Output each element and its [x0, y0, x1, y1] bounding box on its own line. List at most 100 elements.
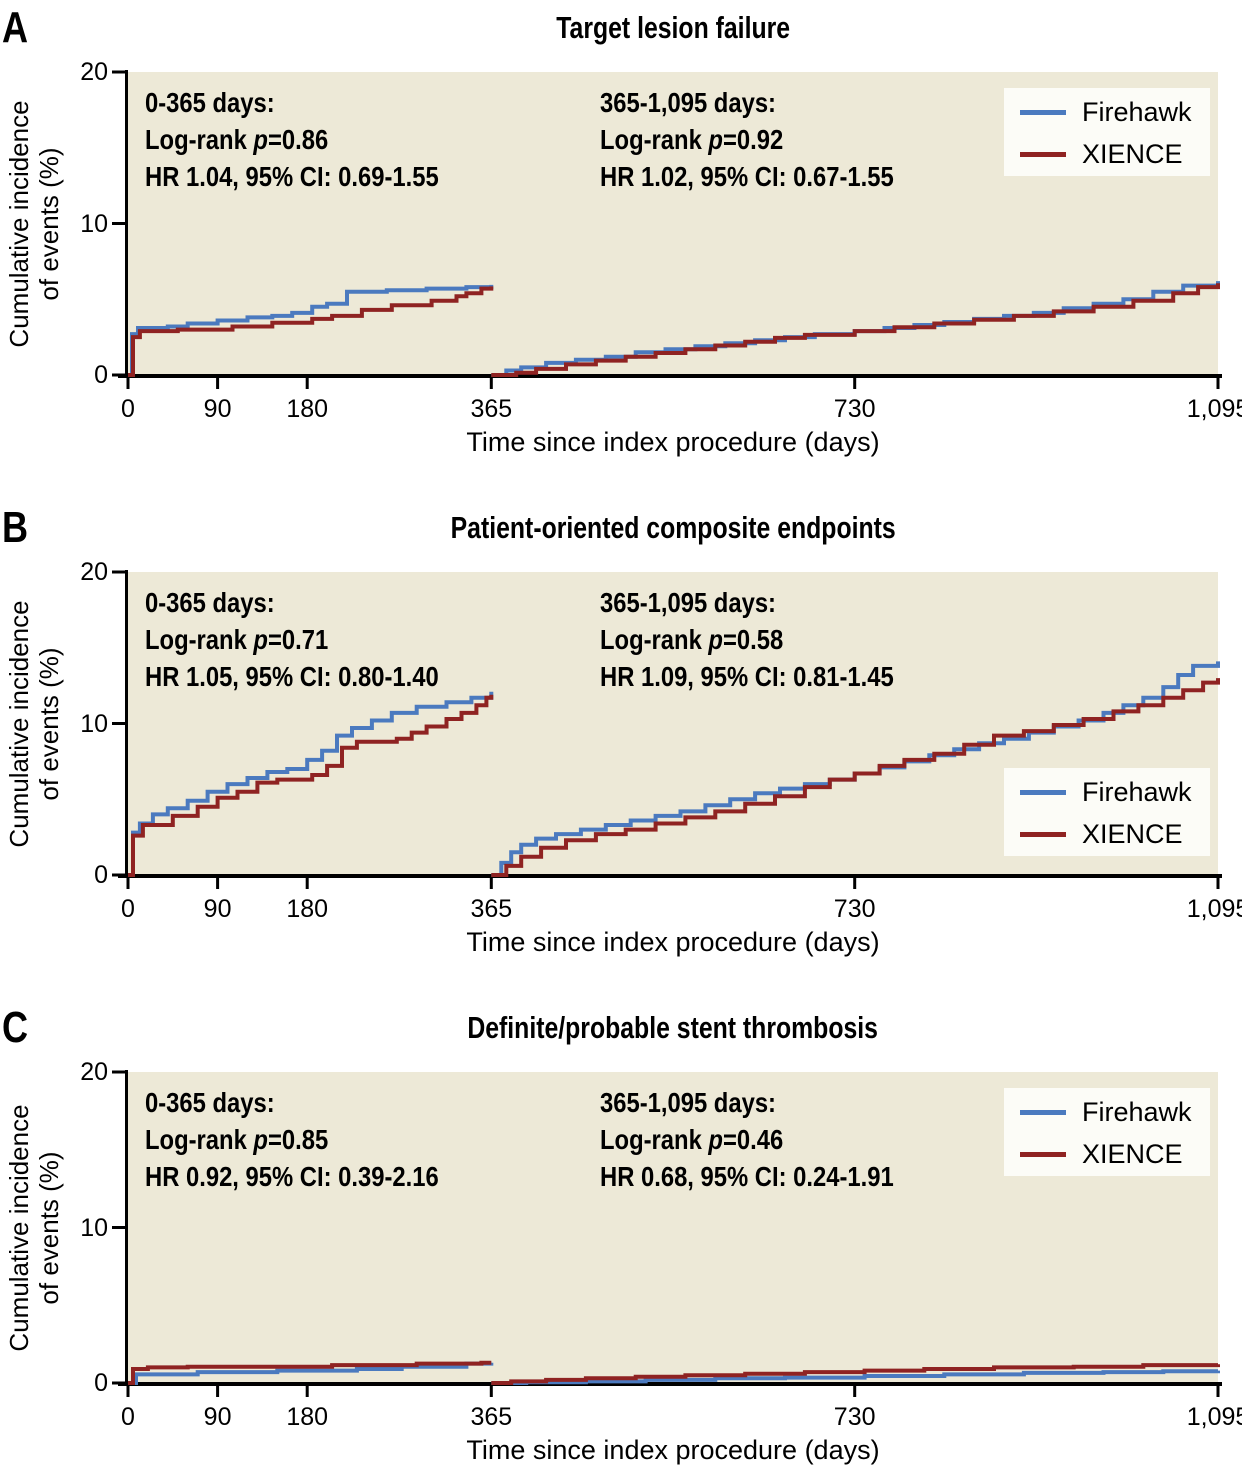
x-tick-label-365: 365	[470, 1403, 513, 1431]
stats-block-early: 0-365 days: Log-rank p=0.86 HR 1.04, 95% C…	[145, 84, 491, 195]
stats-hr-line: HR 0.68, 95% CI: 0.24-1.91	[600, 1161, 894, 1192]
legend-label-xience: XIENCE	[1082, 139, 1183, 169]
x-tick-label-730: 730	[833, 395, 876, 423]
logrank-prefix: Log-rank	[145, 1124, 254, 1155]
stats-block-late: 365-1,095 days: Log-rank p=0.46 HR 0.68, 9…	[600, 1084, 946, 1195]
x-tick-mark	[216, 1386, 220, 1397]
panel-c: C Definite/probable stent thrombosis Cumul…	[0, 1000, 1242, 1468]
legend-line-firehawk	[1020, 790, 1066, 795]
y-axis-line	[125, 1070, 128, 1383]
curve-xience-segment2	[491, 1363, 1220, 1385]
x-tick-label-730: 730	[833, 1403, 876, 1431]
x-axis-title: Time since index procedure (days)	[466, 927, 880, 957]
logrank-prefix: Log-rank	[600, 624, 709, 655]
legend-label-firehawk: Firehawk	[1082, 777, 1192, 807]
p-symbol: p	[708, 1124, 723, 1155]
stats-range-label: 0-365 days:	[145, 1087, 275, 1118]
stats-hr-line: HR 1.05, 95% CI: 0.80-1.40	[145, 661, 439, 692]
x-tick-mark	[305, 1386, 309, 1397]
x-tick-mark	[489, 878, 493, 889]
x-tick-label-90: 90	[203, 895, 232, 923]
stats-range-label: 365-1,095 days:	[600, 87, 776, 118]
legend-item-firehawk: Firehawk	[1004, 92, 1210, 132]
x-tick-label-365: 365	[470, 395, 513, 423]
logrank-prefix: Log-rank	[600, 1124, 709, 1155]
stats-hr-line: HR 1.04, 95% CI: 0.69-1.55	[145, 161, 439, 192]
stats-hr-line: HR 0.92, 95% CI: 0.39-2.16	[145, 1161, 439, 1192]
logrank-prefix: Log-rank	[145, 624, 254, 655]
p-symbol: p	[708, 124, 723, 155]
x-tick-label-180: 180	[286, 895, 329, 923]
legend-item-xience: XIENCE	[1004, 134, 1210, 174]
x-tick-label-180: 180	[286, 1403, 329, 1431]
curve-xience-segment1	[128, 1360, 492, 1385]
y-tick-label-10: 10	[80, 1213, 108, 1242]
panel-c-title-text: Definite/probable stent thrombosis	[467, 1010, 879, 1045]
legend-label-firehawk: Firehawk	[1082, 97, 1192, 127]
x-tick-label-90: 90	[203, 1403, 232, 1431]
x-tick-label-1095: 1,095	[1186, 1403, 1242, 1431]
p-value: =0.86	[267, 124, 329, 155]
panel-b: B Patient-oriented composite endpoints Cum…	[0, 500, 1242, 1000]
x-tick-label-1095: 1,095	[1186, 895, 1242, 923]
x-tick-label-0: 0	[121, 1403, 135, 1431]
legend-c: Firehawk XIENCE	[1004, 1088, 1210, 1176]
legend-line-firehawk	[1020, 1110, 1066, 1115]
y-tick-mark	[112, 570, 125, 574]
logrank-prefix: Log-rank	[600, 124, 709, 155]
y-tick-mark	[112, 222, 125, 225]
y-tick-label-20: 20	[80, 58, 108, 86]
stats-logrank-line: Log-rank p=0.71	[145, 621, 439, 658]
y-tick-mark	[112, 70, 125, 74]
p-value: =0.46	[722, 1124, 784, 1155]
stats-range-label: 0-365 days:	[145, 87, 275, 118]
legend-a: Firehawk XIENCE	[1004, 88, 1210, 176]
stats-range-label: 365-1,095 days:	[600, 587, 776, 618]
x-tick-mark	[489, 378, 493, 389]
x-tick-mark	[1216, 878, 1220, 889]
panel-a: A Target lesion failure Cumulative inciden…	[0, 0, 1242, 500]
panel-b-title-text: Patient-oriented composite endpoints	[450, 510, 896, 545]
x-axis-title: Time since index procedure (days)	[466, 1435, 880, 1465]
panel-c-title: Definite/probable stent thrombosis	[128, 1010, 1218, 1046]
x-tick-label-365: 365	[470, 895, 513, 923]
legend-item-firehawk: Firehawk	[1004, 772, 1210, 812]
p-symbol: p	[253, 124, 268, 155]
p-value: =0.71	[267, 624, 329, 655]
logrank-prefix: Log-rank	[145, 124, 254, 155]
stats-logrank-line: Log-rank p=0.86	[145, 121, 439, 158]
panel-a-letter: A	[2, 3, 29, 52]
p-symbol: p	[708, 624, 723, 655]
y-tick-mark	[112, 722, 125, 725]
x-tick-mark	[853, 878, 857, 889]
curve-xience-segment2	[491, 678, 1220, 877]
y-tick-label-10: 10	[80, 209, 108, 238]
stats-range-label: 365-1,095 days:	[600, 1087, 776, 1118]
x-tick-mark	[853, 378, 857, 389]
p-symbol: p	[253, 1124, 268, 1155]
x-tick-label-0: 0	[121, 395, 135, 423]
stats-logrank-line: Log-rank p=0.46	[600, 1121, 894, 1158]
y-tick-mark	[112, 1070, 125, 1074]
panel-a-title-text: Target lesion failure	[556, 10, 790, 45]
legend-b: Firehawk XIENCE	[1004, 768, 1210, 856]
p-symbol: p	[253, 624, 268, 655]
stats-block-early: 0-365 days: Log-rank p=0.71 HR 1.05, 95% C…	[145, 584, 491, 695]
y-axis-line	[125, 70, 128, 375]
p-value: =0.92	[722, 124, 784, 155]
legend-label-xience: XIENCE	[1082, 819, 1183, 849]
y-tick-label-10: 10	[80, 709, 108, 738]
legend-label-xience: XIENCE	[1082, 1139, 1183, 1169]
x-tick-label-730: 730	[833, 895, 876, 923]
legend-item-xience: XIENCE	[1004, 1134, 1210, 1174]
curve-xience-segment2	[491, 283, 1220, 377]
plot-svg-b	[112, 570, 1222, 889]
x-tick-mark	[216, 878, 220, 889]
plot-svg-c	[112, 1070, 1222, 1397]
x-tick-mark	[126, 878, 130, 889]
panel-b-title: Patient-oriented composite endpoints	[128, 510, 1218, 546]
x-tick-label-90: 90	[203, 395, 232, 423]
legend-line-firehawk	[1020, 110, 1066, 115]
x-tick-mark	[1216, 378, 1220, 389]
